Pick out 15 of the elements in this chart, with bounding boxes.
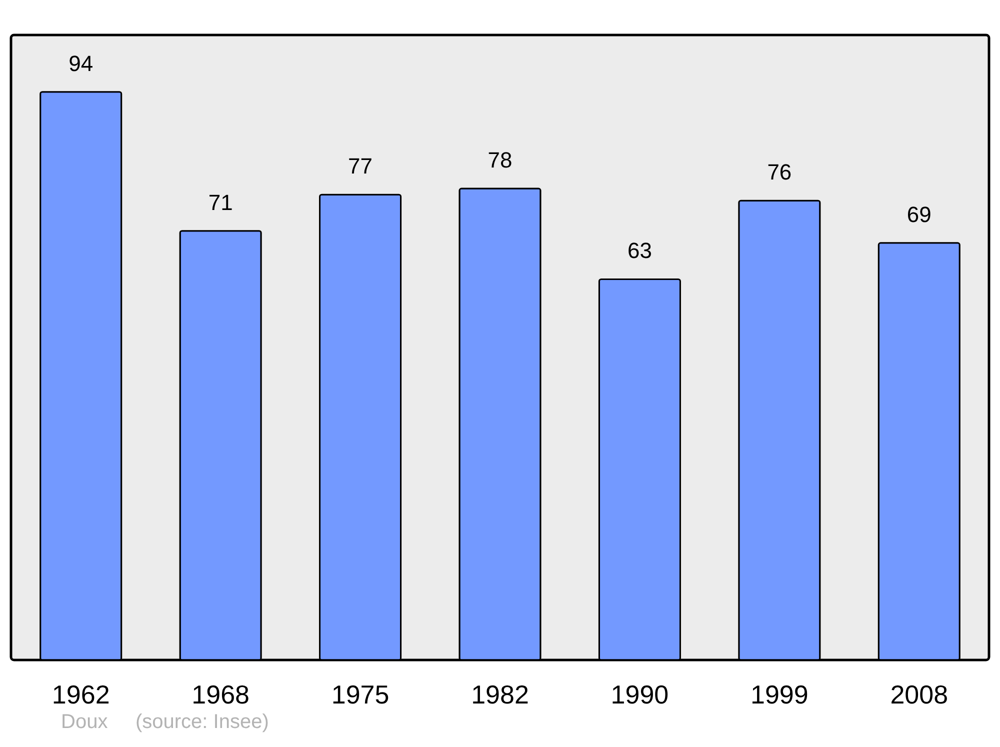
data-label: 71 <box>208 190 233 215</box>
data-label: 63 <box>627 238 652 264</box>
x-tick-label: 1968 <box>192 680 250 710</box>
data-label: 94 <box>68 50 94 76</box>
x-tick-label: 1975 <box>331 680 390 710</box>
data-label: 77 <box>348 154 373 179</box>
text: Doux (source: Insee) <box>61 711 269 733</box>
data-label: 76 <box>767 160 792 185</box>
x-tick-label: 1962 <box>52 680 110 710</box>
x-tick-label: 1982 <box>471 680 529 710</box>
data-label: 78 <box>488 148 512 173</box>
x-tick-label: 2008 <box>890 680 948 710</box>
x-tick-label: 1999 <box>750 680 808 710</box>
x-tick-label: 1990 <box>610 680 669 710</box>
data-label: 69 <box>906 202 932 227</box>
